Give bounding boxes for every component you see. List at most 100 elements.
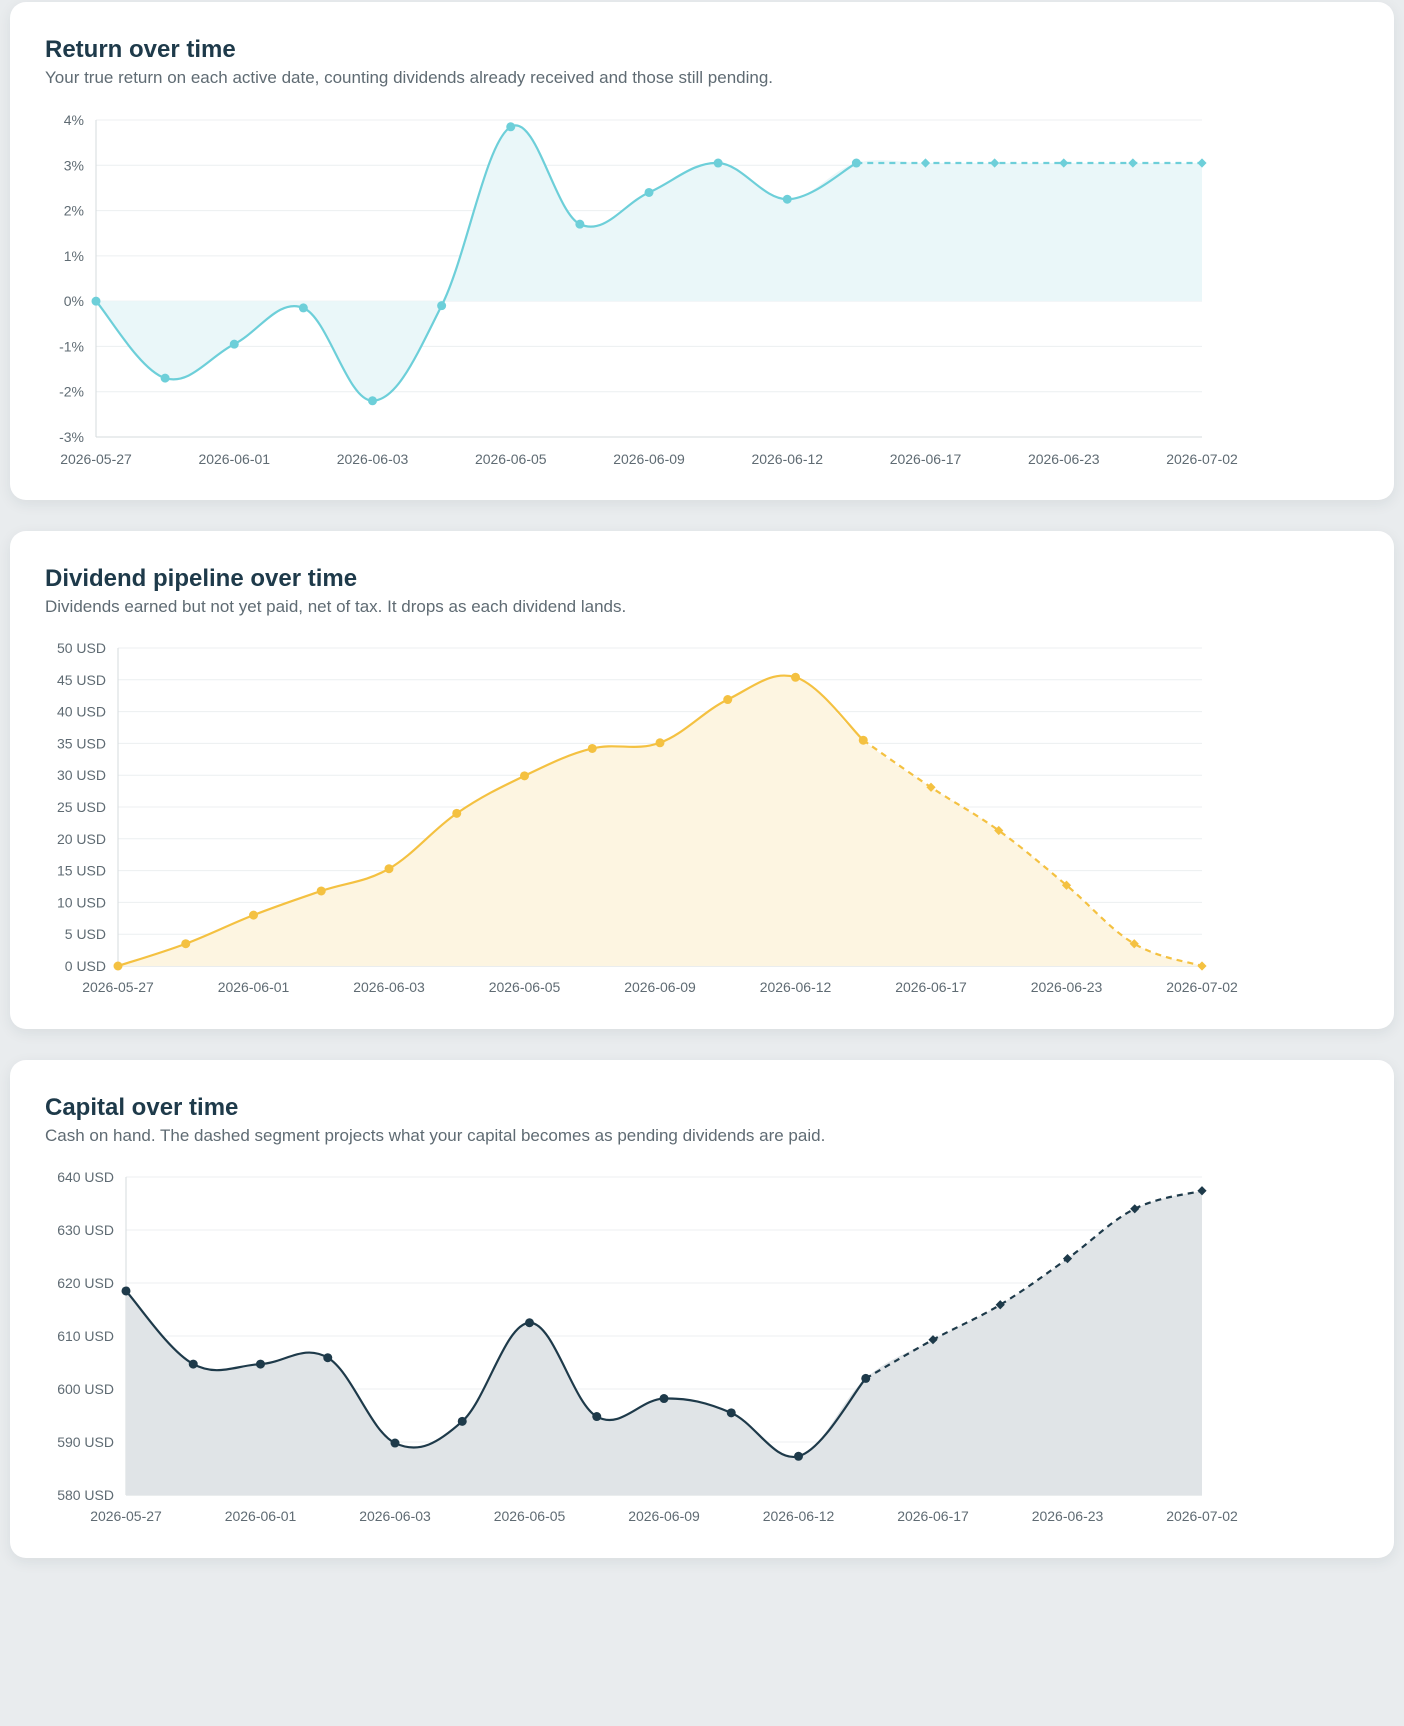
- data-point: [791, 672, 800, 682]
- y-tick-label: 0%: [64, 293, 84, 309]
- projected-point: [1129, 939, 1139, 949]
- x-tick-label: 2026-05-27: [60, 451, 132, 467]
- y-tick-label: 0 USD: [65, 958, 106, 974]
- projected-point: [1061, 880, 1072, 890]
- data-point: [457, 1416, 467, 1426]
- data-point: [323, 1353, 333, 1363]
- y-tick-label: 30 USD: [57, 767, 106, 783]
- x-tick-label: 2026-06-01: [198, 451, 270, 467]
- data-point: [229, 339, 239, 349]
- x-tick-label: 2026-05-27: [82, 979, 154, 995]
- data-point: [782, 194, 792, 204]
- y-tick-label: 40 USD: [57, 704, 106, 720]
- projected-point: [926, 782, 936, 792]
- data-point: [390, 1438, 400, 1448]
- data-point: [384, 864, 394, 874]
- data-point: [113, 961, 123, 971]
- dividend-pipeline-chart: 50 USD 45 USD 40 USD 35 USD 30 USD 25 USD 20 U…: [57, 640, 1238, 995]
- x-tick-label: 2026-06-09: [628, 1508, 700, 1524]
- series-line-projected: [865, 1189, 1203, 1380]
- return-chart: 4% 3% 2% 1% 0% -1% -2% -3% 2026-05-27 2026-06-01 2…: [59, 112, 1238, 467]
- y-tick-label: 620 USD: [57, 1275, 114, 1291]
- capital-chart: 640 USD 630 USD 620 USD 610 USD 600 USD 590 U…: [57, 1169, 1238, 1524]
- y-tick-label: 3%: [64, 157, 84, 173]
- y-tick-label: 610 USD: [57, 1328, 114, 1344]
- y-tick-label: -2%: [59, 384, 84, 400]
- x-tick-label: 2026-07-02: [1166, 451, 1238, 467]
- x-tick-label: 2026-06-05: [489, 979, 561, 995]
- data-point: [655, 738, 665, 748]
- x-tick-label: 2026-06-12: [763, 1508, 835, 1524]
- data-point: [851, 158, 861, 168]
- data-point: [861, 1373, 871, 1383]
- x-tick-label: 2026-07-02: [1166, 1508, 1238, 1524]
- data-point: [316, 886, 326, 896]
- data-point: [713, 158, 723, 168]
- data-point: [644, 187, 654, 197]
- y-tick-label: 35 USD: [57, 735, 106, 751]
- data-point: [437, 301, 447, 311]
- data-point: [181, 939, 191, 949]
- x-tick-label: 2026-06-23: [1031, 979, 1103, 995]
- y-tick-label: 640 USD: [57, 1169, 114, 1185]
- projected-point: [990, 158, 1000, 168]
- projected-point: [1062, 1254, 1073, 1264]
- y-tick-label: -3%: [59, 429, 84, 445]
- chart-description: Dividends earned but not yet paid, net o…: [45, 597, 627, 616]
- data-point: [525, 1318, 534, 1328]
- area-fill: [126, 1190, 1202, 1495]
- data-point: [121, 1286, 131, 1296]
- projected-point: [928, 1335, 938, 1345]
- y-tick-label: 10 USD: [57, 894, 106, 910]
- area-fill: [118, 675, 1202, 966]
- chart-title: Return over time: [45, 36, 236, 63]
- data-point: [575, 219, 585, 229]
- x-tick-label: 2026-06-23: [1032, 1508, 1104, 1524]
- data-point: [520, 771, 529, 781]
- data-point: [298, 303, 308, 313]
- data-point: [188, 1359, 198, 1369]
- x-tick-label: 2026-06-03: [359, 1508, 431, 1524]
- projected-point: [920, 158, 931, 168]
- x-tick-label: 2026-06-03: [337, 451, 409, 467]
- projected-point: [1130, 1204, 1140, 1214]
- x-tick-label: 2026-05-27: [90, 1508, 162, 1524]
- data-point: [587, 743, 597, 753]
- y-tick-label: 5 USD: [65, 926, 106, 942]
- x-tick-label: 2026-06-09: [613, 451, 685, 467]
- data-point: [256, 1359, 265, 1369]
- x-tick-label: 2026-06-17: [890, 451, 962, 467]
- x-tick-label: 2026-06-17: [895, 979, 967, 995]
- x-tick-label: 2026-06-12: [751, 451, 823, 467]
- y-tick-label: 2%: [64, 203, 84, 219]
- dividend-pipeline-chart-card: Dividend pipeline over time Dividends ea…: [10, 531, 1394, 1029]
- data-point: [794, 1451, 803, 1461]
- chart-description: Your true return on each active date, co…: [45, 68, 774, 87]
- projected-point: [994, 825, 1004, 836]
- projected-point: [1197, 158, 1207, 168]
- data-point: [452, 808, 462, 818]
- y-tick-label: -1%: [59, 338, 84, 354]
- y-tick-label: 25 USD: [57, 799, 106, 815]
- y-tick-label: 50 USD: [57, 640, 106, 656]
- projected-point: [1059, 158, 1069, 168]
- x-tick-label: 2026-07-02: [1166, 979, 1238, 995]
- y-tick-label: 45 USD: [57, 672, 106, 688]
- data-point: [91, 296, 101, 306]
- chart-description: Cash on hand. The dashed segment project…: [45, 1126, 826, 1145]
- x-tick-label: 2026-06-03: [353, 979, 425, 995]
- x-tick-label: 2026-06-05: [494, 1508, 566, 1524]
- return-chart-card: Return over time Your true return on eac…: [10, 2, 1394, 500]
- y-tick-label: 15 USD: [57, 863, 106, 879]
- y-tick-label: 600 USD: [57, 1381, 114, 1397]
- chart-title: Dividend pipeline over time: [45, 565, 358, 592]
- y-tick-label: 590 USD: [57, 1434, 114, 1450]
- x-tick-label: 2026-06-23: [1028, 451, 1100, 467]
- y-tick-label: 4%: [64, 112, 84, 128]
- x-tick-label: 2026-06-09: [624, 979, 696, 995]
- projected-point: [1128, 158, 1138, 168]
- x-tick-label: 2026-06-12: [760, 979, 832, 995]
- x-tick-label: 2026-06-17: [897, 1508, 969, 1524]
- y-tick-label: 630 USD: [57, 1222, 114, 1238]
- data-point: [592, 1412, 602, 1422]
